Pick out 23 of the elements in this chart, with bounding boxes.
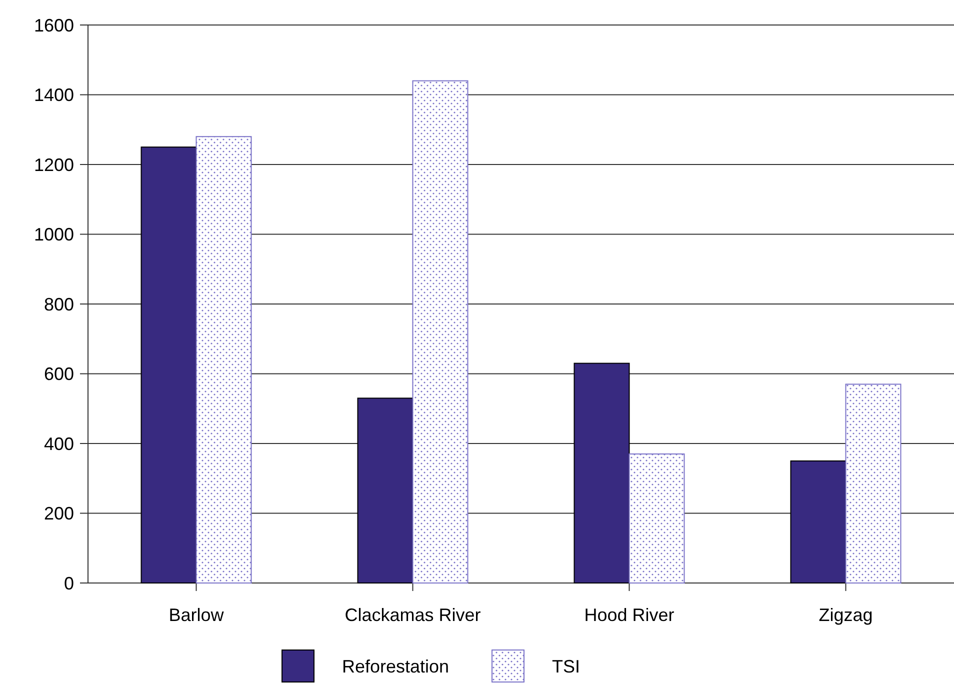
bar [845, 384, 902, 584]
bar [196, 136, 252, 584]
bar [357, 398, 414, 584]
bar [574, 362, 630, 584]
y-tick-label: 1200 [34, 154, 74, 175]
legend-label: TSI [552, 656, 580, 676]
bar [790, 460, 846, 584]
bar [628, 453, 685, 584]
x-tick-label: Hood River [584, 605, 674, 625]
bar [412, 80, 468, 584]
x-tick-label: Zigzag [818, 605, 873, 625]
bar [140, 146, 197, 584]
legend-label: Reforestation [342, 656, 450, 676]
x-tick-label: Barlow [168, 605, 225, 625]
y-tick-label: 1400 [34, 85, 74, 106]
y-tick-label: 200 [44, 504, 74, 524]
y-tick-label: 400 [44, 434, 74, 454]
y-tick-label: 800 [44, 294, 74, 314]
y-tick-label: 600 [44, 364, 74, 384]
y-tick-label: 0 [64, 573, 74, 594]
y-tick-label: 1600 [34, 15, 74, 36]
x-tick-label: Clackamas River [344, 605, 481, 625]
y-tick-label: 1000 [34, 224, 74, 245]
